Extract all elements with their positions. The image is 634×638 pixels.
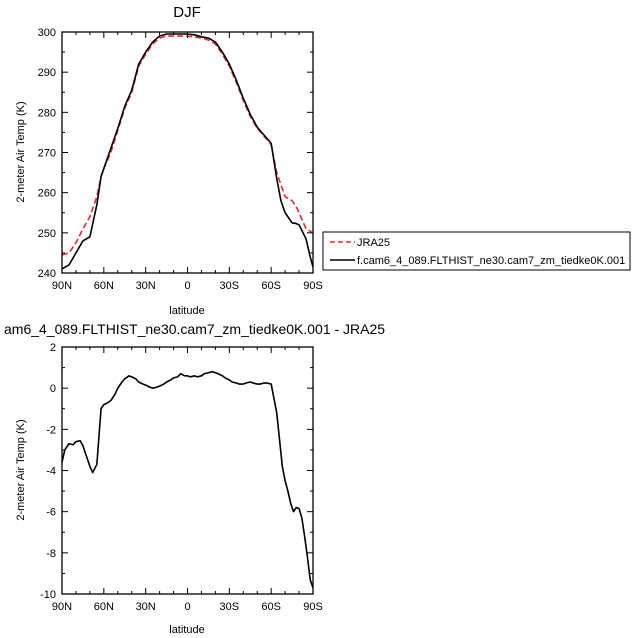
x-tick-label: 90N: [52, 601, 72, 613]
y-tick-label: -6: [46, 507, 56, 519]
y-tick-label: 2: [50, 342, 56, 354]
legend-label-jra25: JRA25: [357, 237, 390, 249]
x-tick-label: 60N: [94, 601, 114, 613]
x-tick-label: 30N: [136, 280, 156, 292]
y-tick-label: 280: [38, 107, 56, 119]
y-axis-label: 2-meter Air Temp (K): [15, 101, 27, 202]
difference-panel: am6_4_089.FLTHIST_ne30.cam7_zm_tiedke0K.…: [4, 321, 385, 636]
x-tick-label: 30S: [220, 280, 240, 292]
legend: JRA25 f.cam6_4_089.FLTHIST_ne30.cam7_zm_…: [322, 231, 631, 271]
plot-frame: [61, 31, 314, 274]
x-tick-label: 0: [184, 601, 190, 613]
y-tick-label: 290: [38, 67, 56, 79]
y-tick-label: 270: [38, 148, 56, 160]
temperature-panel: DJF 90N 60N 30N 0 30S 60S 90S 240 250 260 270 280 2…: [15, 4, 323, 317]
legend-box: [322, 231, 631, 271]
chart-title: am6_4_089.FLTHIST_ne30.cam7_zm_tiedke0K.…: [4, 321, 385, 337]
y-tick-label: 250: [38, 228, 56, 240]
legend-label-model: f.cam6_4_089.FLTHIST_ne30.cam7_zm_tiedke…: [357, 255, 625, 267]
y-tick-label: 300: [38, 27, 56, 39]
x-tick-label: 30S: [220, 601, 240, 613]
y-axis-label: 2-meter Air Temp (K): [15, 419, 27, 520]
y-tick-label: -8: [46, 548, 56, 560]
x-tick-label: 0: [184, 280, 190, 292]
x-tick-label: 30N: [136, 601, 156, 613]
x-tick-label: 60S: [261, 280, 281, 292]
plot-frame: [61, 346, 314, 595]
x-axis-label: latitude: [169, 305, 204, 317]
series-line-0: [61, 370, 314, 589]
y-tick-label: -10: [40, 589, 56, 601]
y-tick-label: 0: [50, 383, 56, 395]
x-tick-label: 90S: [303, 280, 323, 292]
y-tick-label: 260: [38, 188, 56, 200]
y-tick-label: -2: [46, 424, 56, 436]
series-line-0: [61, 35, 314, 256]
y-tick-label: -4: [46, 466, 56, 478]
x-tick-label: 60S: [261, 601, 281, 613]
x-tick-label: 90S: [303, 601, 323, 613]
y-tick-label: 240: [38, 268, 56, 280]
chart-title: DJF: [173, 4, 201, 21]
series-line-1: [61, 33, 314, 270]
x-tick-label: 90N: [52, 280, 72, 292]
x-axis-label: latitude: [169, 624, 204, 636]
x-tick-label: 60N: [94, 280, 114, 292]
